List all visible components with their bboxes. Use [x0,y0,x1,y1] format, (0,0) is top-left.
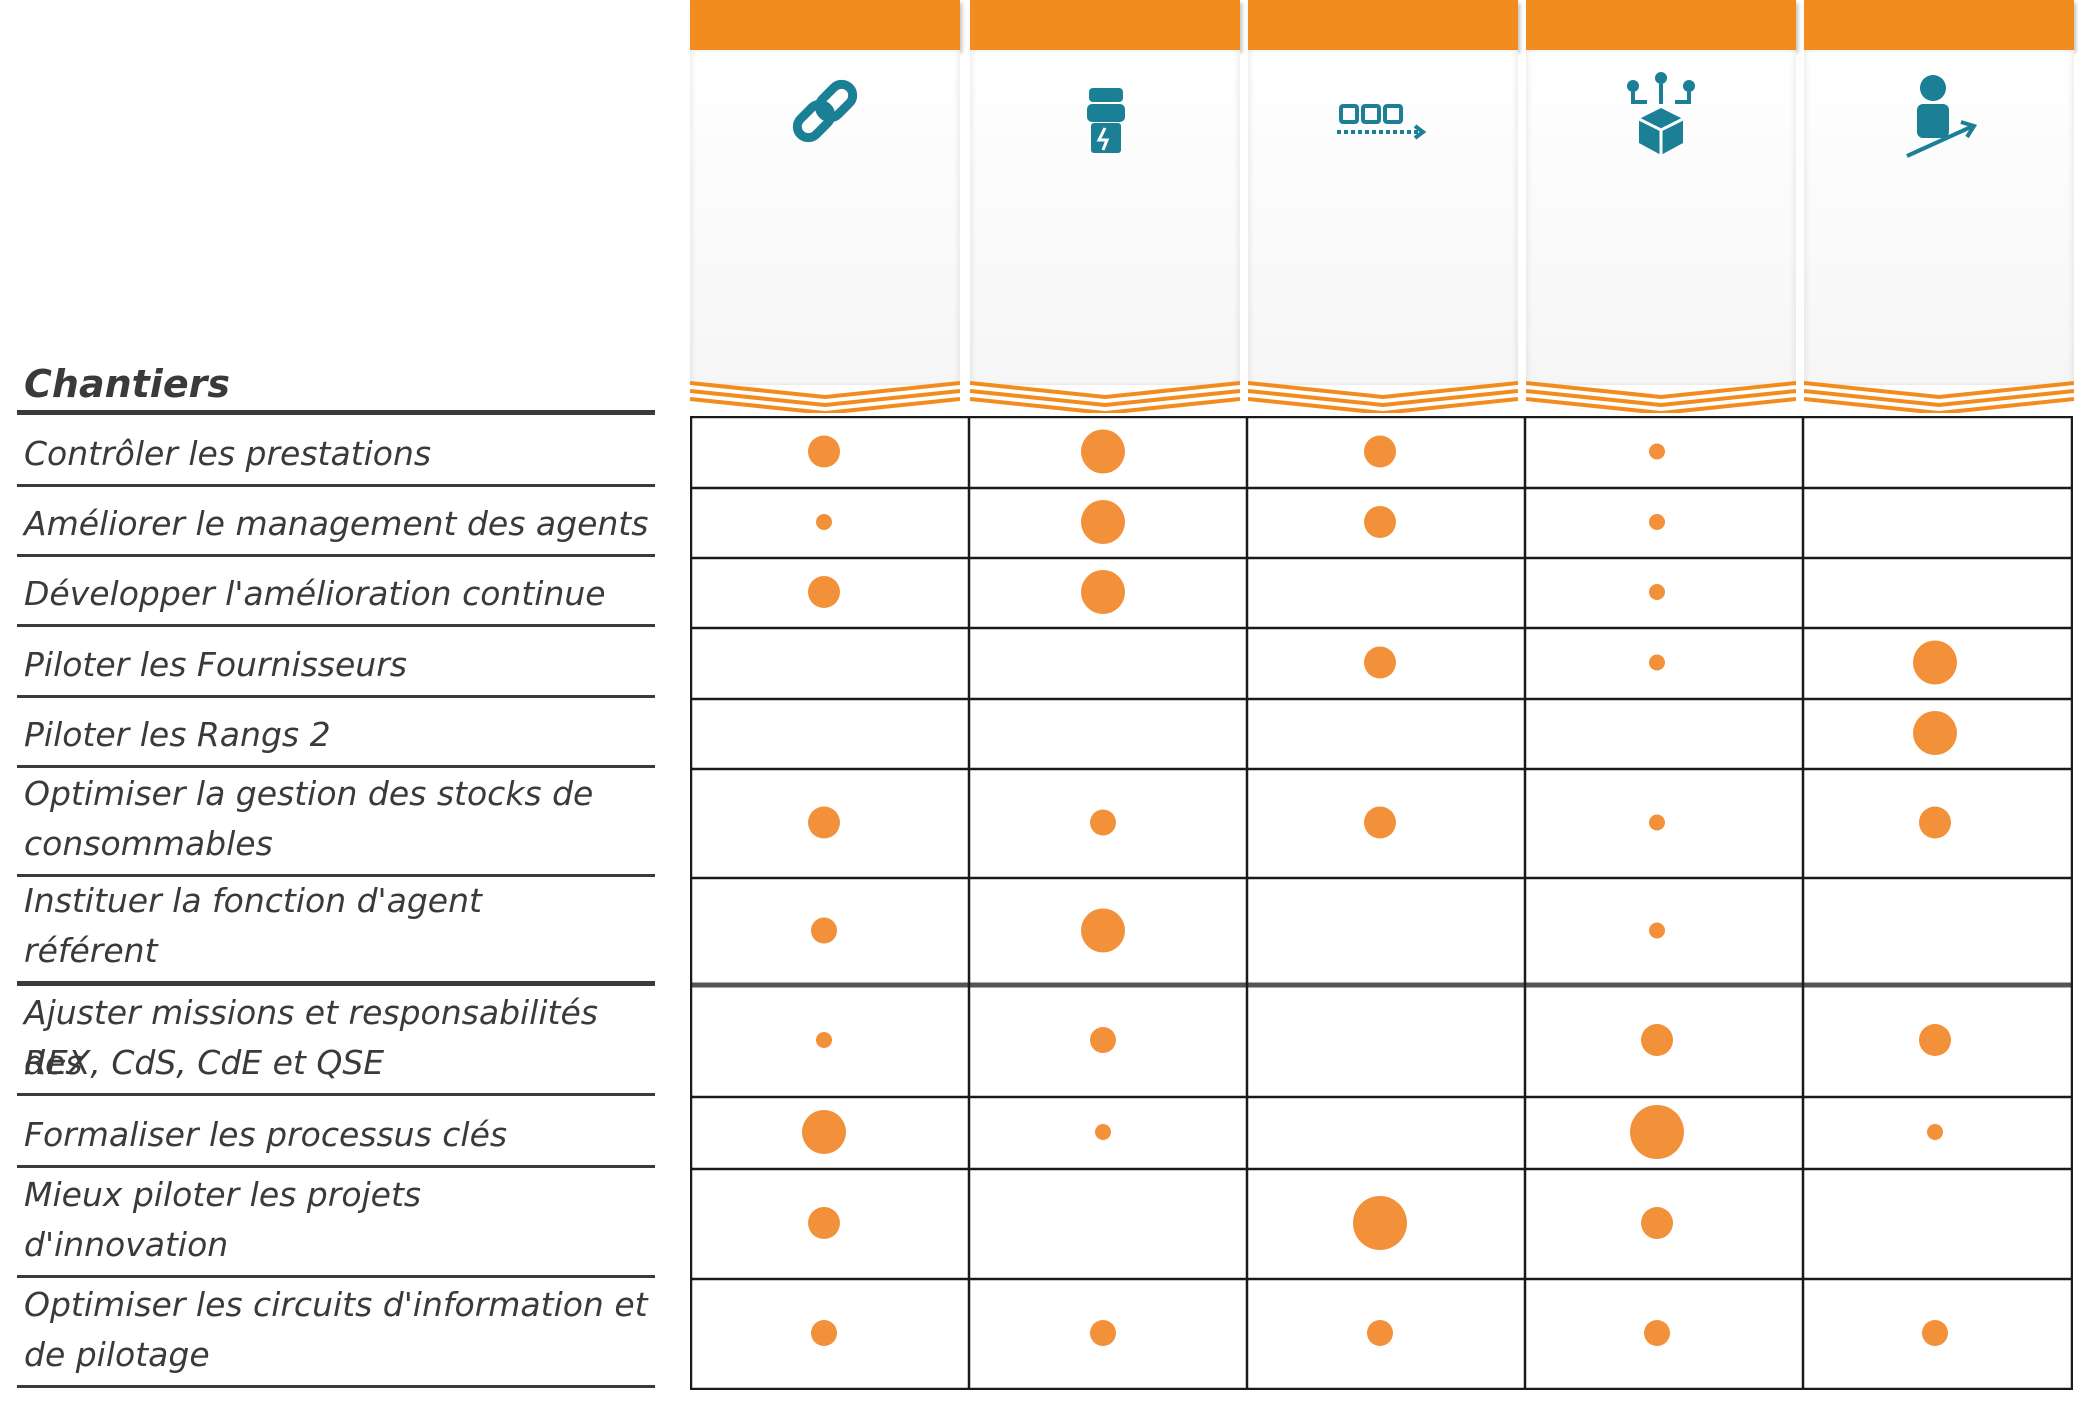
person-arrow-icon [1889,68,1989,168]
row-divider [17,1093,655,1096]
chantier-label: Formaliser les processus clés [24,1115,508,1154]
impact-dot [1919,806,1951,839]
chevron-divider [1248,381,1518,413]
chantier-label: référent [24,931,158,970]
row-divider [17,874,655,877]
row-divider [17,695,655,698]
chantier-label: Piloter les Fournisseurs [24,645,407,684]
impact-dot [1649,922,1665,939]
impact-dot [816,1032,832,1048]
chantier-label: Contrôler les prestations [24,434,432,473]
impact-dot [1649,814,1665,831]
impact-dot [1367,1320,1393,1346]
impact-dot [1641,1207,1673,1239]
impact-dot [1364,435,1396,468]
chantier-label: d'innovation [24,1225,229,1264]
pillar-tab [970,0,1240,50]
pillar-digitalisation [1526,0,1796,413]
chantier-label: de pilotage [24,1335,210,1374]
impact-dot [811,917,837,944]
chevron-divider [1526,381,1796,413]
impact-dot [1353,1196,1407,1250]
impact-dot [1913,640,1957,685]
pillar-tab [1804,0,2074,50]
chevron-divider [1804,381,2074,413]
impact-dot [808,1207,840,1239]
pillar-card [1526,50,1796,385]
impact-dot [1649,654,1665,671]
row-divider [17,1165,655,1168]
network-cube-icon [1611,68,1711,168]
pillar-pilotage [1804,0,2074,413]
impact-dot [1641,1024,1673,1056]
pillar-standardisation [1248,0,1518,413]
pillar-card [690,50,960,385]
row-divider [17,981,655,986]
chantier-label: Piloter les Rangs 2 [24,715,331,754]
chantier-label: Optimiser les circuits d'information et [24,1285,648,1324]
impact-dot [1081,429,1125,474]
pillar-tab [690,0,960,50]
process-flow-icon [1333,68,1433,168]
impact-dot [1081,908,1125,953]
row-divider [17,484,655,487]
impact-dot [1927,1124,1943,1140]
impact-dot [1649,514,1665,530]
impact-dot [1630,1105,1684,1159]
impact-dot [1364,806,1396,839]
chantier-label: Optimiser la gestion des stocks de [24,774,594,813]
chantier-label: Développer l'amélioration continue [24,574,606,613]
chantier-label: Instituer la fonction d'agent [24,881,482,920]
pillar-tab [1526,0,1796,50]
impact-dot [808,806,840,839]
impact-dot [1913,711,1957,755]
impact-dot [1644,1320,1670,1346]
impact-dot [1090,1027,1116,1053]
row-divider [17,554,655,557]
impact-dot [808,435,840,468]
pillar-dynamisme [970,0,1240,413]
row-divider [17,765,655,768]
chantier-label: Améliorer le management des agents [24,504,649,543]
impact-dot [1081,570,1125,614]
pillar-card [970,50,1240,385]
pillar-card [1248,50,1518,385]
impact-dot [1922,1320,1948,1346]
impact-dot [1095,1124,1111,1140]
chantier-label: consommables [24,824,273,863]
matrix-grid [690,416,2073,1390]
row-divider [17,1385,655,1388]
impact-dot [1090,1320,1116,1346]
impact-dot [802,1110,846,1154]
impact-dot [808,576,840,608]
chantier-label: Ajuster missions et responsabilités des [24,993,598,1082]
pillar-tab [1248,0,1518,50]
impact-dot [1919,1024,1951,1056]
chantiers-title: Chantiers [24,362,230,406]
chantier-label: Mieux piloter les projets [24,1175,422,1214]
chevron-divider [970,381,1240,413]
impact-dot [816,514,832,530]
impact-dot [1649,443,1665,460]
impact-dot [1649,584,1665,600]
chantier-label: REX, CdS, CdE et QSE [24,1043,385,1082]
impact-dot [1081,500,1125,544]
chevron-divider [690,381,960,413]
header-divider [17,410,655,415]
impact-dot [1090,809,1116,836]
pillar-card [1804,50,2074,385]
chain-link-icon [775,68,875,168]
pillar-robustesse [690,0,960,413]
impact-dot [811,1320,837,1346]
impact-dot [1364,646,1396,679]
row-divider [17,624,655,627]
raised-fist-icon [1055,68,1155,168]
row-divider [17,1275,655,1278]
impact-dot [1364,506,1396,538]
